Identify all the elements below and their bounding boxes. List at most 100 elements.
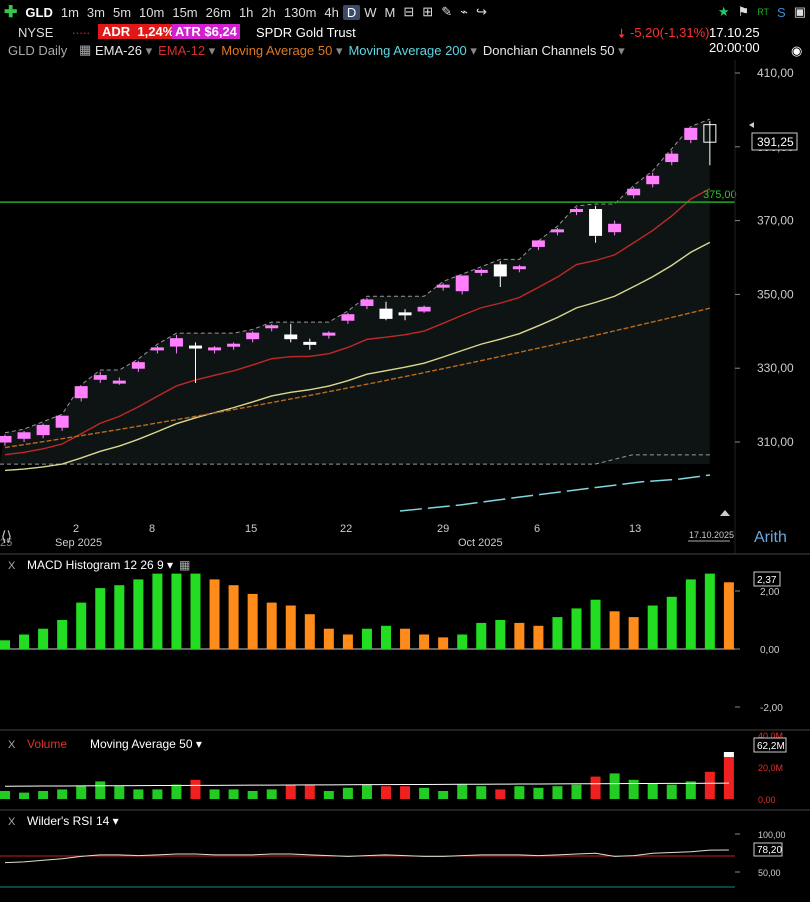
rsi-line [4,849,729,864]
star-icon[interactable]: ★ [717,4,730,19]
timeframe-130m[interactable]: 130m [283,4,317,20]
macd-bar [209,579,220,649]
candle-body [493,264,507,277]
volume-bar [476,786,487,799]
volume-bar [495,789,506,799]
study-list: EMA-26 ▾ EMA-12 ▾ Moving Average 50 ▾ Movin… [95,43,625,59]
donchian-upper [4,118,711,434]
volume-title: Volume [27,737,67,751]
realtime-icon[interactable]: RT [757,7,770,17]
timeframe-5m[interactable]: 5m [112,4,132,20]
candle-body [246,332,260,340]
candle-body [284,334,298,340]
volume-bar [323,791,334,799]
candle-body [208,347,222,351]
volume-bar [95,781,106,799]
volume-last-label: 62,2M [757,741,785,752]
date-badge: 17.10.2025 [689,530,734,540]
settings-circle-icon[interactable]: ◉ [791,43,803,58]
macd-bar [342,634,353,649]
timeframe-26m[interactable]: 26m [205,4,231,20]
add-symbol-icon[interactable]: ✚ [4,4,18,21]
candle-body [131,362,145,369]
candle-body [531,240,545,247]
volume-bar [361,784,372,799]
candle-body [608,223,622,233]
share-icon[interactable]: ↪ [475,4,487,19]
macd-bar [571,608,582,649]
volume-close-icon: X [8,739,16,751]
save-icon[interactable]: ▣ [793,4,806,19]
settings-icon[interactable]: S [777,4,786,20]
macd-bar [457,634,468,649]
price-tick-label: 330,00 [757,361,794,375]
timeframe-M[interactable]: M [384,4,396,20]
macd-bar [57,620,68,649]
candle-body [417,306,431,312]
macd-bar [647,605,658,649]
draw-icon[interactable]: ✎ [441,4,453,19]
flag-icon[interactable]: ⚑ [737,4,750,19]
candle-body [227,343,241,347]
studies-bar: GLD Daily ▦ EMA-26 ▾ EMA-12 ▾ Moving Avera… [0,42,810,60]
macd-bar [95,588,106,649]
candle-body [93,375,107,380]
timeframe-W[interactable]: W [364,4,377,20]
add-indicator-icon[interactable]: ⊞ [422,4,434,19]
collapse-icon: ⟨⟩ [1,528,12,544]
volume-bar [247,791,258,799]
volume-bar [400,786,411,799]
study-1[interactable]: EMA-12 ▾ [158,43,216,58]
link-icon[interactable]: ⌁ [460,4,468,19]
symbol-name[interactable]: GLD [25,4,53,20]
last-price-label: 391,25 [757,135,794,149]
volume-bar [0,791,10,799]
timeframe-4h[interactable]: 4h [324,4,339,20]
volume-bar [514,786,525,799]
timeframe-15m[interactable]: 15m [172,4,198,20]
volume-bar [266,789,277,799]
volume-bar [114,786,125,799]
candle-body [112,380,126,384]
macd-bar [495,620,506,649]
candle-body [189,345,202,349]
last-price-marker-icon [749,122,754,128]
grid-icon[interactable]: ▦ [79,42,92,57]
timeframe-2h[interactable]: 2h [261,4,276,20]
macd-bar [419,634,430,649]
macd-bar [628,617,639,649]
ema-26-line [4,241,711,472]
price-tick-label: 310,00 [757,435,794,449]
macd-last-box [753,571,781,587]
adr-value: 1,24% [137,24,175,39]
timeframe-D[interactable]: D [342,4,361,20]
timeframe-3m[interactable]: 3m [86,4,105,20]
macd-bar [190,573,201,649]
macd-bar [685,579,696,649]
macd-bar [76,602,87,649]
volume-bar [438,791,449,799]
study-3[interactable]: Moving Average 200 ▾ [348,43,477,58]
chart-type-dropdown-icon[interactable]: ⊟ [403,4,415,19]
separator-dots: ..... [72,22,91,37]
study-2[interactable]: Moving Average 50 ▾ [221,43,343,58]
macd-bar [438,637,449,649]
ema-12-line [4,188,711,456]
time-label: Oct 2025 [458,537,503,549]
study-0[interactable]: EMA-26 ▾ [95,43,153,58]
macd-bar [228,585,239,649]
time-label: 22 [340,523,352,535]
timeframe-1h[interactable]: 1h [238,4,254,20]
volume-bar [38,791,49,799]
volume-bar [304,784,315,799]
toolbar: ✚ GLD 1m 3m 5m 10m 15m 26m 1h 2h 130m 4h D W M ⊟ ⊞ ✎… [0,0,810,24]
timeframe-10m[interactable]: 10m [139,4,165,20]
atr-badge: ATR $6,24 [172,24,240,39]
instrument-name: SPDR Gold Trust [256,25,356,40]
study-4[interactable]: Donchian Channels 50 ▾ [482,43,625,58]
macd-bar [247,593,258,649]
volume-bar [57,789,68,799]
timeframe-1m[interactable]: 1m [60,4,79,20]
macd-bar [704,573,715,649]
